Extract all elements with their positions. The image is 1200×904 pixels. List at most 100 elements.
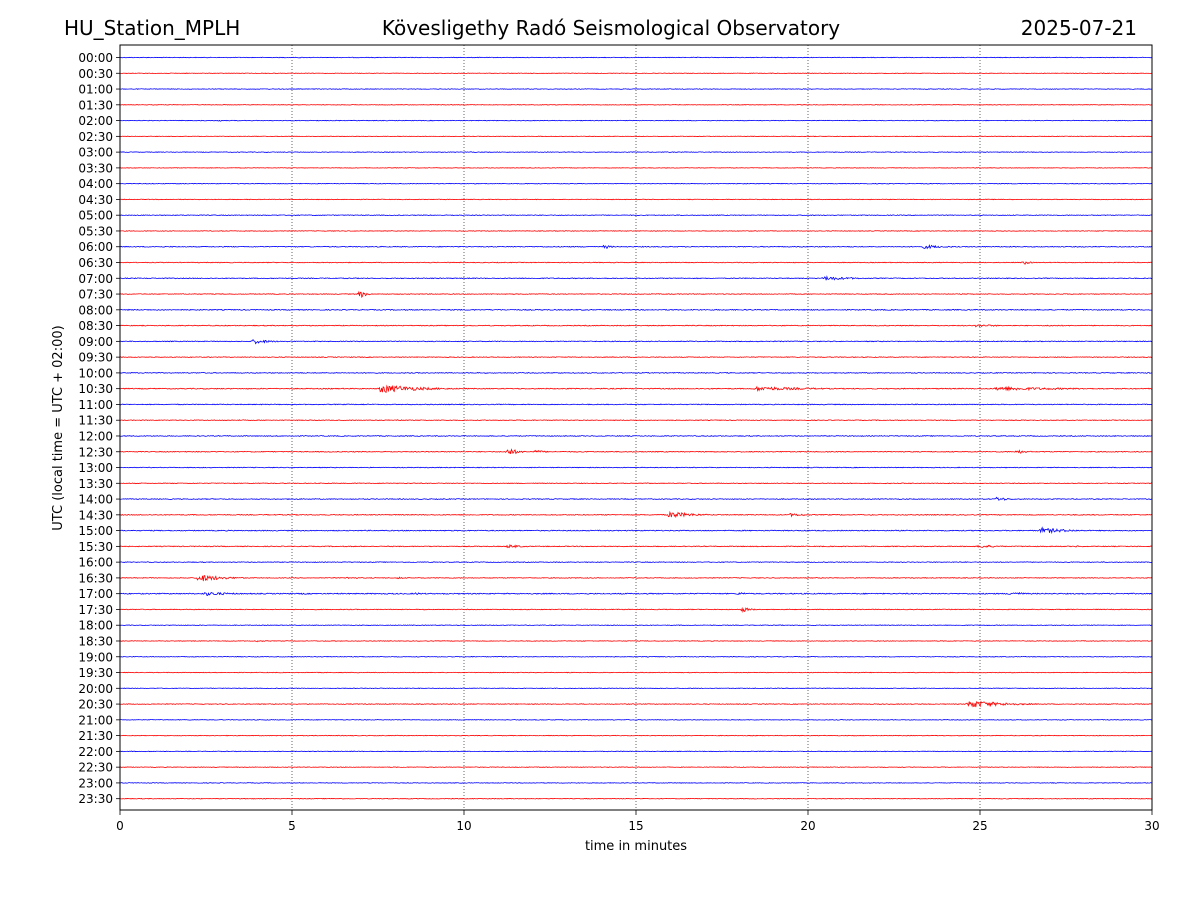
y-tick-label: 11:00 (78, 398, 113, 412)
y-tick-label: 18:00 (78, 619, 113, 633)
y-tick-label: 21:00 (78, 713, 113, 727)
y-tick-label: 08:30 (78, 319, 113, 333)
y-tick-label: 07:30 (78, 288, 113, 302)
y-tick-label: 05:30 (78, 224, 113, 238)
trace-2030 (119, 700, 1153, 708)
trace-1230 (119, 448, 1153, 455)
trace-1700 (119, 591, 1153, 596)
x-tick-label: 10 (456, 819, 471, 833)
trace-0700 (119, 275, 1153, 281)
trace-2330 (119, 797, 1153, 800)
y-tick-label: 22:00 (78, 745, 113, 759)
trace-2200 (119, 750, 1153, 753)
y-tick-label: 23:00 (78, 776, 113, 790)
trace-0430 (119, 198, 1153, 201)
y-tick-label: 04:30 (78, 193, 113, 207)
trace-2100 (119, 719, 1153, 721)
trace-1100 (119, 403, 1153, 406)
y-tick-label: 13:00 (78, 461, 113, 475)
x-tick-label: 0 (116, 819, 124, 833)
trace-0830 (119, 324, 1153, 328)
y-tick-label: 03:30 (78, 161, 113, 175)
trace-0300 (119, 151, 1153, 153)
trace-1900 (119, 655, 1153, 658)
trace-1730 (119, 606, 1153, 613)
trace-1430 (119, 510, 1153, 519)
y-tick-label: 15:00 (78, 524, 113, 538)
trace-2130 (119, 734, 1153, 737)
y-tick-label: 19:00 (78, 650, 113, 664)
y-tick-label: 02:30 (78, 130, 113, 144)
trace-0030 (119, 72, 1153, 74)
trace-0600 (119, 243, 1153, 250)
y-tick-label: 03:00 (78, 146, 113, 160)
trace-2300 (119, 782, 1153, 784)
trace-0000 (119, 56, 1153, 59)
x-tick-label: 30 (1144, 819, 1159, 833)
x-tick-label: 25 (972, 819, 987, 833)
trace-0330 (119, 167, 1153, 169)
y-tick-label: 21:30 (78, 729, 113, 743)
y-tick-label: 12:00 (78, 429, 113, 443)
trace-1530 (119, 543, 1153, 549)
trace-0400 (119, 182, 1153, 185)
y-tick-label: 01:30 (78, 98, 113, 112)
y-tick-label: 19:30 (78, 666, 113, 680)
y-tick-label: 09:00 (78, 335, 113, 349)
trace-0900 (119, 339, 1153, 345)
x-tick-label: 5 (288, 819, 296, 833)
trace-1200 (119, 434, 1153, 437)
trace-1600 (119, 561, 1153, 564)
trace-0800 (119, 308, 1153, 311)
y-axis-label: UTC (local time = UTC + 02:00) (51, 325, 66, 530)
y-tick-label: 06:00 (78, 240, 113, 254)
y-tick-label: 14:30 (78, 508, 113, 522)
y-tick-label: 18:30 (78, 634, 113, 648)
trace-1930 (119, 671, 1153, 674)
trace-0230 (119, 135, 1153, 138)
y-tick-label: 02:00 (78, 114, 113, 128)
y-tick-label: 08:00 (78, 303, 113, 317)
x-tick-label: 15 (628, 819, 643, 833)
y-tick-label: 15:30 (78, 540, 113, 554)
trace-1630 (119, 575, 1153, 582)
trace-0130 (119, 104, 1153, 106)
y-tick-label: 00:30 (78, 67, 113, 81)
observatory-title: Kövesligethy Radó Seismological Observat… (382, 16, 840, 40)
trace-0930 (119, 356, 1153, 358)
station-title: HU_Station_MPLH (64, 16, 240, 40)
trace-1400 (119, 496, 1153, 501)
trace-0530 (119, 230, 1153, 232)
trace-1030 (119, 384, 1153, 394)
y-tick-label: 16:30 (78, 571, 113, 585)
y-tick-label: 16:00 (78, 556, 113, 570)
trace-0730 (119, 290, 1153, 299)
y-tick-label: 20:00 (78, 682, 113, 696)
trace-2230 (119, 766, 1153, 768)
trace-1830 (119, 640, 1153, 643)
x-axis-label: time in minutes (585, 839, 687, 854)
trace-1500 (119, 526, 1153, 535)
y-tick-label: 10:00 (78, 366, 113, 380)
trace-0200 (119, 119, 1153, 122)
trace-1000 (119, 371, 1153, 374)
y-tick-label: 00:00 (78, 51, 113, 65)
y-tick-label: 11:30 (78, 414, 113, 428)
trace-1130 (119, 419, 1153, 422)
y-tick-label: 05:00 (78, 209, 113, 223)
plot-frame (119, 44, 1153, 811)
y-tick-label: 10:30 (78, 382, 113, 396)
y-tick-label: 17:30 (78, 603, 113, 617)
y-tick-label: 17:00 (78, 587, 113, 601)
trace-1800 (119, 624, 1153, 627)
y-tick-label: 20:30 (78, 698, 113, 712)
y-tick-label: 07:00 (78, 272, 113, 286)
y-tick-label: 01:00 (78, 83, 113, 97)
x-tick-label: 20 (800, 819, 815, 833)
y-tick-label: 12:30 (78, 445, 113, 459)
trace-2000 (119, 687, 1153, 690)
date-title: 2025-07-21 (1021, 16, 1137, 40)
y-tick-label: 23:30 (78, 792, 113, 806)
